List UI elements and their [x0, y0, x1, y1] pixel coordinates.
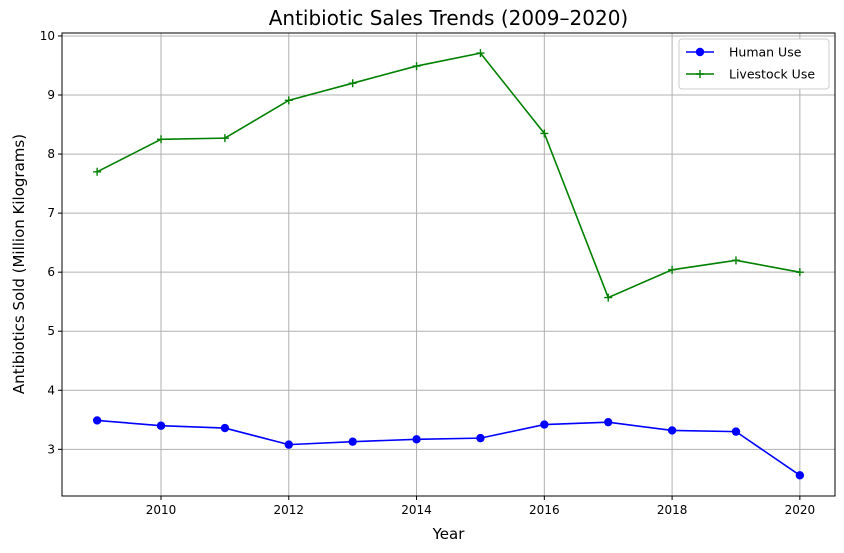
y-tick-label: 5: [47, 324, 55, 338]
data-point: [156, 421, 166, 430]
data-point: [540, 129, 549, 138]
x-tick-label: 2020: [785, 503, 816, 517]
y-tick-label: 6: [47, 265, 55, 279]
data-point: [412, 435, 421, 444]
x-tick-label: 2010: [146, 503, 177, 517]
grid: [62, 33, 835, 496]
series-layer: [92, 49, 805, 480]
data-point: [92, 416, 102, 425]
x-tick-label: 2018: [657, 503, 688, 517]
data-point: [604, 293, 613, 302]
x-tick-label: 2016: [529, 503, 560, 517]
data-point: [667, 426, 677, 435]
data-point: [284, 96, 293, 105]
data-point: [476, 433, 485, 443]
y-tick-label: 10: [40, 29, 55, 43]
data-point: [795, 471, 805, 480]
x-tick-label: 2014: [401, 503, 432, 517]
y-tick-label: 3: [47, 442, 55, 456]
data-point: [476, 49, 485, 58]
data-point: [412, 62, 421, 71]
data-point: [604, 417, 613, 427]
legend-label: Livestock Use: [729, 67, 815, 82]
data-point: [220, 134, 229, 143]
data-point: [540, 420, 549, 429]
y-tick-label: 7: [47, 206, 55, 220]
y-tick-label: 4: [47, 383, 55, 397]
legend-label: Human Use: [729, 45, 802, 60]
series-line-livestock-use: [96, 52, 801, 299]
data-point: [220, 423, 230, 433]
data-point: [93, 167, 102, 176]
legend-swatch-marker: [696, 70, 704, 78]
legend-swatch-marker: [695, 47, 705, 57]
y-tick-label: 9: [47, 88, 55, 102]
data-point: [348, 437, 357, 446]
y-axis-label: Antibiotics Sold (Million Kilograms): [10, 134, 28, 394]
data-point: [668, 265, 677, 274]
x-axis-label: Year: [432, 525, 466, 543]
data-point: [284, 440, 293, 449]
data-point: [157, 135, 166, 144]
series-line-human-use: [97, 419, 801, 476]
series-livestock-use: [93, 49, 804, 302]
y-axis-ticks: 3 4 5 6 7 8 9 10: [40, 29, 62, 456]
plot-frame: [61, 32, 836, 497]
chart-title: Antibiotic Sales Trends (2009–2020): [269, 6, 629, 30]
data-point: [348, 79, 357, 88]
x-tick-label: 2012: [274, 503, 305, 517]
series-human-use: [92, 416, 805, 480]
data-point: [731, 256, 740, 265]
data-point: [795, 268, 804, 277]
x-axis-ticks: 2010 2012 2014 2016 2018 2020: [146, 496, 815, 517]
y-tick-label: 8: [47, 147, 55, 161]
data-point: [731, 427, 741, 436]
legend: Human Use Livestock Use: [678, 38, 830, 90]
legend-box: [678, 38, 830, 90]
